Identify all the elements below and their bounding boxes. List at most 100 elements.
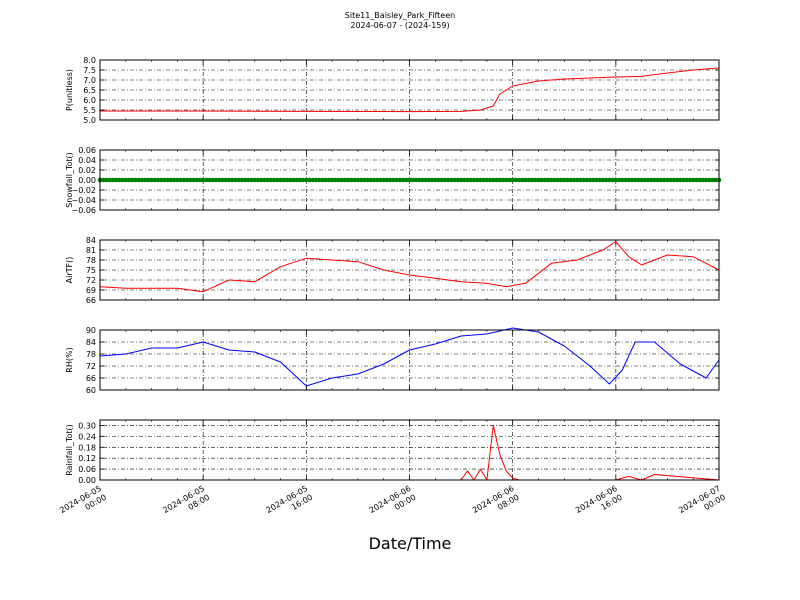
y-tick-label: −0.02 [71,186,96,195]
snowfall-point [345,177,351,183]
snowfall-point [410,177,416,183]
snowfall-point [387,177,393,183]
y-tick-label: 0.24 [78,432,96,441]
snowfall-point [226,177,232,183]
snowfall-point [216,177,222,183]
snowfall-point [287,177,293,183]
snowfall-point [342,177,348,183]
snowfall-point [136,177,141,183]
snowfall-point [516,177,522,183]
snowfall-point [710,177,715,183]
series-line-2 [99,241,720,293]
snowfall-point [497,177,503,183]
x-tick-label: 2024-06-0508:00 [161,484,211,524]
snowfall-point [210,177,216,183]
y-tick-label: 6.5 [83,86,96,95]
snowfall-point [242,177,248,183]
y-tick-label: 0.30 [78,421,96,430]
snowfall-point [423,177,428,183]
snowfall-point [439,177,445,183]
snowfall-point [362,177,367,183]
snowfall-point [165,177,171,183]
y-tick-label: −0.06 [71,206,96,215]
snowfall-point [658,177,664,183]
snowfall-point [320,177,325,183]
y-tick-label: 0.12 [78,454,96,463]
snowfall-point [200,177,206,183]
y-tick-label: 0.06 [78,465,96,474]
y-tick-label: 6.0 [83,96,96,105]
snowfall-point [184,177,190,183]
y-tick-label: 0.02 [78,166,96,175]
snowfall-point [391,177,396,183]
x-tick-label: 2024-06-0600:00 [368,484,418,524]
snowfall-point [700,177,706,183]
snowfall-point [233,177,238,183]
snowfall-point [523,177,528,183]
snowfall-point [529,177,535,183]
y-tick-label: 0.04 [78,156,96,165]
snowfall-point [313,177,319,183]
y-tick-label: 84 [86,338,96,347]
snowfall-point [220,177,225,183]
snowfall-point [713,177,719,183]
snowfall-point [665,177,670,183]
axes-frame [99,149,720,211]
snowfall-point [239,177,245,183]
snowfall-point [487,177,493,183]
y-tick-label: 75 [86,266,96,275]
snowfall-point [513,177,519,183]
axes-frame [99,419,720,481]
x-tick-label: 2024-06-0516:00 [265,484,315,524]
snowfall-point [162,177,167,183]
y-axis-label: P(unitless) [65,69,74,111]
x-tick-label: 2024-06-0608:00 [471,484,521,524]
y-tick-label: 5.0 [83,116,96,125]
snowfall-point [681,177,686,183]
snowfall-point [465,177,470,183]
snowfall-series [97,177,722,183]
snowfall-point [158,177,164,183]
snowfall-point [368,177,374,183]
snowfall-point [139,177,145,183]
snowfall-point [384,177,390,183]
snowfall-point [478,177,483,183]
snowfall-point [581,177,586,183]
y-tick-label: 0.00 [78,476,96,485]
snowfall-point [571,177,577,183]
snowfall-point [542,177,548,183]
y-axis-label: RH(%) [65,347,74,372]
snowfall-point [432,177,438,183]
snowfall-point [294,177,299,183]
snowfall-point [204,177,209,183]
y-tick-label: 0.00 [78,176,96,185]
y-axis-label: Rainfall_Tot() [65,424,74,476]
snowfall-point [549,177,554,183]
snowfall-point [690,177,696,183]
snowfall-point [207,177,212,183]
snowfall-point [365,177,370,183]
snowfall-point [565,177,570,183]
snowfall-point [358,177,364,183]
snowfall-point [632,177,638,183]
snowfall-point [126,177,132,183]
snowfall-point [552,177,557,183]
x-tick-label: 2024-06-0700:00 [677,484,727,524]
snowfall-point [526,177,532,183]
x-axis-label: Date/Time [368,534,452,553]
snowfall-point [187,177,193,183]
snowfall-point [229,177,235,183]
snowfall-point [568,177,573,183]
snowfall-point [639,177,644,183]
snowfall-point [149,177,154,183]
snowfall-point [252,177,258,183]
y-tick-label: 8.0 [83,56,96,65]
y-tick-label: 66 [86,374,96,383]
snowfall-point [694,177,699,183]
snowfall-point [323,177,328,183]
snowfall-point [297,177,303,183]
snowfall-point [249,177,254,183]
snowfall-point [590,177,596,183]
snowfall-point [120,177,125,183]
snowfall-point [636,177,641,183]
